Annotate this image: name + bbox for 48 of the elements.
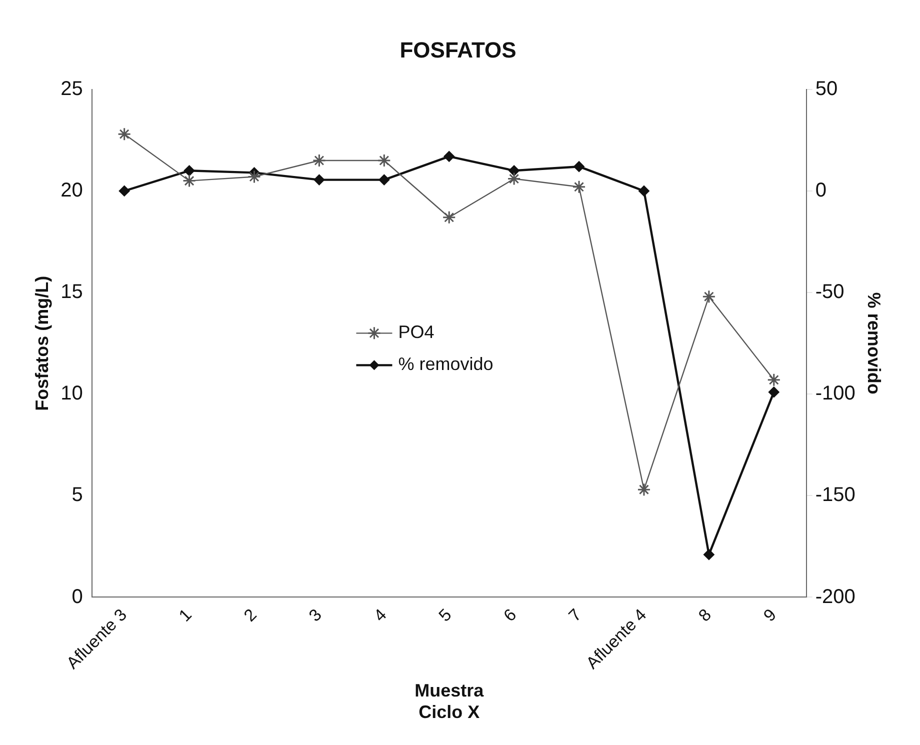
point — [507, 172, 521, 186]
point — [312, 154, 326, 168]
y-tick-label: 25 — [60, 78, 83, 100]
x-tick-label: 4 — [370, 605, 390, 626]
point — [637, 482, 651, 496]
y2-tick-label: -100 — [815, 382, 856, 405]
y-axis-title: Fosfatos (mg/L) — [32, 276, 52, 411]
point — [444, 150, 455, 162]
y-tick-label: 5 — [72, 484, 83, 506]
y-tick-label: 15 — [60, 281, 83, 304]
y2-tick-label: -200 — [815, 586, 856, 608]
point — [182, 174, 196, 188]
point — [118, 185, 130, 196]
point — [247, 170, 261, 184]
x-tick-label: 8 — [694, 605, 716, 626]
point — [638, 185, 650, 196]
point — [767, 373, 781, 387]
legend-label: % removido — [398, 354, 494, 374]
y2-axis-title: % removido — [864, 292, 884, 394]
y-tick-label: 10 — [60, 382, 83, 405]
x-tick-label: 2 — [240, 605, 260, 626]
y-tick-label: 0 — [72, 586, 83, 608]
point — [442, 210, 456, 224]
point — [702, 290, 716, 304]
x-tick-label: 7 — [565, 605, 586, 626]
point — [768, 386, 780, 398]
point — [118, 127, 132, 141]
y2-tick-label: -50 — [815, 281, 844, 304]
point — [314, 174, 325, 186]
x-tick-label: 5 — [435, 605, 456, 626]
x-axis-title: Muestra Ciclo X — [414, 680, 485, 722]
y2-tick-label: -150 — [815, 484, 856, 506]
x-tick-label: 3 — [305, 605, 326, 626]
point — [378, 174, 390, 186]
x-tick-label: 6 — [500, 605, 520, 626]
point — [508, 165, 520, 176]
x-tick-label: 9 — [760, 605, 780, 626]
x-tick-label: 1 — [175, 605, 196, 626]
point — [703, 549, 714, 560]
chart-title: FOSFATOS — [400, 37, 516, 62]
y2-tick-label: 50 — [815, 78, 838, 100]
point — [377, 154, 391, 168]
y-tick-label: 20 — [60, 179, 83, 202]
y2-tick-label: 0 — [815, 179, 826, 202]
legend-label: PO4 — [398, 322, 434, 342]
point — [574, 161, 585, 172]
point — [572, 180, 586, 194]
point — [184, 165, 195, 176]
